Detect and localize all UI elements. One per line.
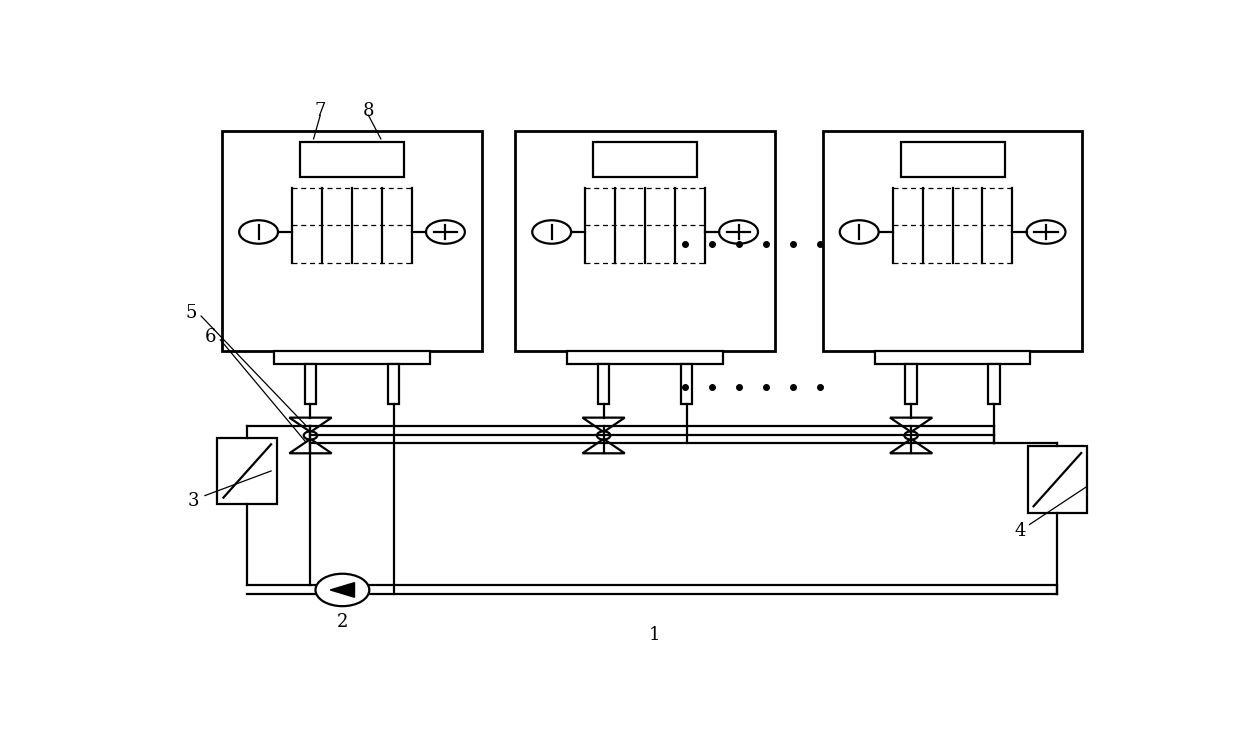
Circle shape bbox=[904, 432, 918, 439]
Circle shape bbox=[427, 220, 465, 244]
Text: 6: 6 bbox=[205, 329, 217, 347]
Bar bbox=[217, 438, 277, 505]
Text: 5: 5 bbox=[186, 304, 197, 322]
Polygon shape bbox=[583, 417, 625, 432]
Bar bbox=[305, 364, 316, 404]
Bar bbox=[593, 142, 697, 177]
Polygon shape bbox=[583, 439, 625, 453]
Bar bbox=[388, 364, 399, 404]
Bar bbox=[300, 142, 404, 177]
Polygon shape bbox=[330, 583, 355, 597]
Bar bbox=[1028, 447, 1087, 513]
Text: 2: 2 bbox=[337, 613, 348, 631]
Polygon shape bbox=[890, 417, 932, 432]
Circle shape bbox=[304, 432, 317, 439]
Text: 1: 1 bbox=[649, 626, 661, 644]
Bar bbox=[905, 364, 916, 404]
Circle shape bbox=[315, 574, 370, 606]
Circle shape bbox=[532, 220, 572, 244]
Polygon shape bbox=[890, 439, 932, 453]
Bar bbox=[874, 350, 1030, 364]
Polygon shape bbox=[289, 417, 331, 432]
Bar bbox=[567, 350, 723, 364]
Circle shape bbox=[239, 220, 278, 244]
Circle shape bbox=[839, 220, 879, 244]
Bar bbox=[222, 131, 481, 350]
Circle shape bbox=[596, 432, 610, 439]
Bar bbox=[823, 131, 1083, 350]
Bar bbox=[516, 131, 775, 350]
Bar bbox=[988, 364, 999, 404]
Text: 3: 3 bbox=[187, 493, 200, 511]
Bar bbox=[274, 350, 430, 364]
Bar bbox=[900, 142, 1004, 177]
Circle shape bbox=[719, 220, 758, 244]
Bar bbox=[598, 364, 609, 404]
Polygon shape bbox=[289, 439, 331, 453]
Text: 7: 7 bbox=[315, 102, 326, 120]
Bar bbox=[681, 364, 692, 404]
Text: 4: 4 bbox=[1014, 523, 1025, 541]
Text: 8: 8 bbox=[362, 102, 374, 120]
Circle shape bbox=[1027, 220, 1065, 244]
